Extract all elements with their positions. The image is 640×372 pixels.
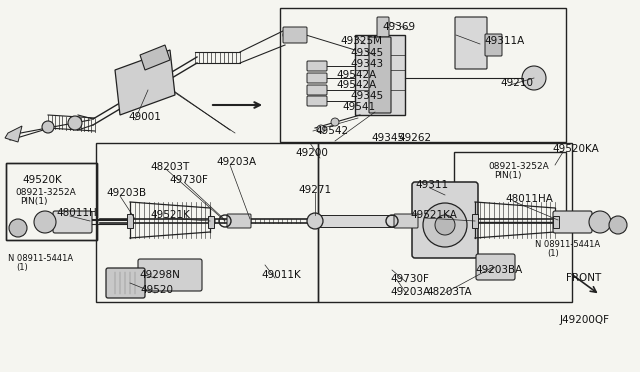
Text: 49345: 49345 bbox=[350, 48, 383, 58]
Text: 49011K: 49011K bbox=[261, 270, 301, 280]
Text: 49542A: 49542A bbox=[336, 80, 376, 90]
Circle shape bbox=[307, 213, 323, 229]
Text: 49369: 49369 bbox=[382, 22, 415, 32]
FancyBboxPatch shape bbox=[377, 17, 389, 37]
Circle shape bbox=[34, 211, 56, 233]
FancyBboxPatch shape bbox=[53, 211, 92, 233]
Text: 49541: 49541 bbox=[342, 102, 375, 112]
FancyBboxPatch shape bbox=[355, 35, 405, 115]
Text: 49542A: 49542A bbox=[336, 70, 376, 80]
Polygon shape bbox=[115, 50, 175, 115]
FancyBboxPatch shape bbox=[412, 182, 478, 258]
Text: 48011HA: 48011HA bbox=[505, 194, 553, 204]
FancyBboxPatch shape bbox=[472, 214, 478, 228]
Text: N 08911-5441A: N 08911-5441A bbox=[8, 254, 73, 263]
Text: 49345: 49345 bbox=[350, 91, 383, 101]
FancyBboxPatch shape bbox=[369, 37, 391, 113]
FancyBboxPatch shape bbox=[476, 254, 515, 280]
Text: 08921-3252A: 08921-3252A bbox=[488, 162, 548, 171]
Text: 49203A: 49203A bbox=[216, 157, 256, 167]
Text: J49200QF: J49200QF bbox=[560, 315, 610, 325]
Circle shape bbox=[522, 66, 546, 90]
Text: 08921-3252A: 08921-3252A bbox=[15, 188, 76, 197]
Circle shape bbox=[423, 203, 467, 247]
FancyBboxPatch shape bbox=[127, 214, 133, 228]
FancyBboxPatch shape bbox=[283, 27, 307, 43]
Text: 49200: 49200 bbox=[295, 148, 328, 158]
FancyBboxPatch shape bbox=[227, 214, 251, 228]
FancyBboxPatch shape bbox=[138, 259, 202, 291]
FancyBboxPatch shape bbox=[208, 216, 214, 228]
Text: 49311A: 49311A bbox=[484, 36, 524, 46]
FancyBboxPatch shape bbox=[307, 73, 327, 83]
Bar bbox=[280, 8, 566, 142]
Text: 49520KA: 49520KA bbox=[552, 144, 599, 154]
FancyBboxPatch shape bbox=[394, 214, 418, 228]
Circle shape bbox=[589, 211, 611, 233]
Text: 49343: 49343 bbox=[350, 59, 383, 69]
FancyBboxPatch shape bbox=[307, 61, 327, 71]
FancyBboxPatch shape bbox=[307, 85, 327, 95]
Text: 49520K: 49520K bbox=[22, 175, 61, 185]
FancyBboxPatch shape bbox=[455, 17, 487, 69]
Text: 49203BA: 49203BA bbox=[475, 265, 522, 275]
Circle shape bbox=[331, 118, 339, 126]
Polygon shape bbox=[140, 45, 170, 70]
FancyBboxPatch shape bbox=[485, 34, 502, 56]
Text: 49730F: 49730F bbox=[390, 274, 429, 284]
Text: 49521KA: 49521KA bbox=[410, 210, 457, 220]
Bar bbox=[6, 163, 97, 240]
Circle shape bbox=[435, 215, 455, 235]
Circle shape bbox=[317, 125, 325, 133]
Text: 49203B: 49203B bbox=[106, 188, 146, 198]
Text: 49520: 49520 bbox=[140, 285, 173, 295]
Text: 49271: 49271 bbox=[298, 185, 331, 195]
Text: 48011H: 48011H bbox=[56, 208, 97, 218]
Text: 48203T: 48203T bbox=[150, 162, 189, 172]
Polygon shape bbox=[5, 126, 22, 142]
FancyBboxPatch shape bbox=[553, 216, 559, 228]
Text: FRONT: FRONT bbox=[566, 273, 601, 283]
Text: PIN(1): PIN(1) bbox=[494, 171, 522, 180]
Text: 49311: 49311 bbox=[415, 180, 448, 190]
Text: 48203TA: 48203TA bbox=[426, 287, 472, 297]
Bar bbox=[454, 152, 566, 222]
Text: 49325M: 49325M bbox=[340, 36, 382, 46]
Text: 49298N: 49298N bbox=[139, 270, 180, 280]
Text: (1): (1) bbox=[16, 263, 28, 272]
Circle shape bbox=[68, 116, 82, 130]
Bar bbox=[318, 143, 572, 302]
Ellipse shape bbox=[283, 30, 297, 40]
Text: 49521K: 49521K bbox=[150, 210, 190, 220]
Text: 49210: 49210 bbox=[500, 78, 533, 88]
FancyBboxPatch shape bbox=[106, 268, 145, 298]
Circle shape bbox=[42, 121, 54, 133]
Text: 49001: 49001 bbox=[128, 112, 161, 122]
Circle shape bbox=[9, 219, 27, 237]
Text: 49345: 49345 bbox=[371, 133, 404, 143]
Text: 49203A: 49203A bbox=[390, 287, 430, 297]
Text: 49730F: 49730F bbox=[169, 175, 208, 185]
Text: N 08911-5441A: N 08911-5441A bbox=[535, 240, 600, 249]
Text: PIN(1): PIN(1) bbox=[20, 197, 47, 206]
Circle shape bbox=[609, 216, 627, 234]
FancyBboxPatch shape bbox=[553, 211, 592, 233]
Bar bbox=[96, 143, 318, 302]
FancyBboxPatch shape bbox=[316, 215, 414, 227]
Text: 49542: 49542 bbox=[315, 126, 348, 136]
Text: (1): (1) bbox=[547, 249, 559, 258]
FancyBboxPatch shape bbox=[307, 96, 327, 106]
Bar bbox=[6, 163, 97, 240]
Text: 49262: 49262 bbox=[398, 133, 431, 143]
